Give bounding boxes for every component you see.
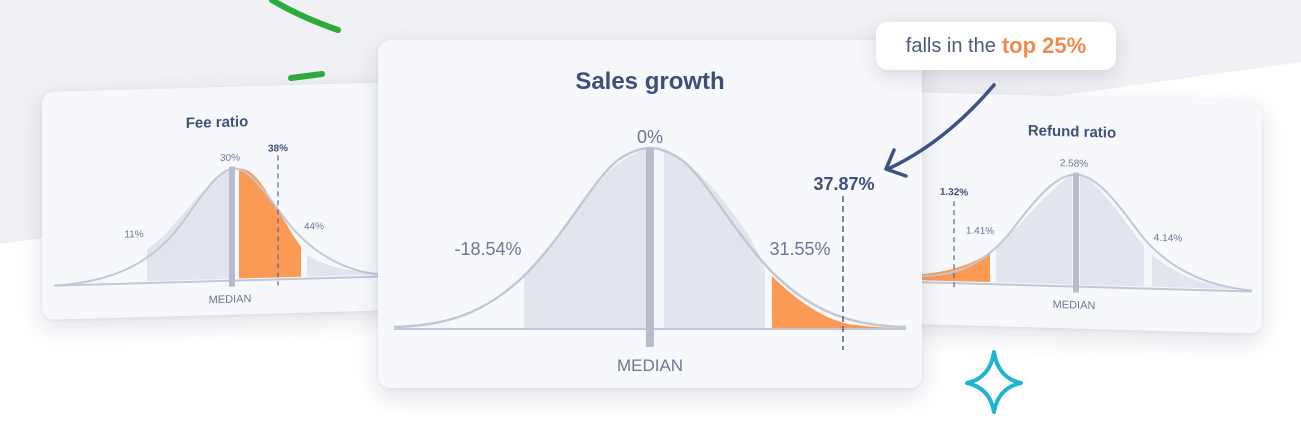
sales-left-region [524,150,646,329]
fee-median-bar [229,166,235,287]
refund-median-label: 2.58% [1060,158,1088,170]
refund-right-left-region [1080,174,1144,287]
top-percentile-callout: falls in the top 25% [876,22,1116,70]
refund-ratio-chart: Refund ratio 1.32% 1.41% 2.58% 4.14% MED… [921,122,1253,312]
sales-growth-card: Sales growth 0% -18.54% 31.55% 37.87% ME… [378,40,922,388]
callout-highlight: top 25% [1001,33,1087,58]
sales-median-caption: MEDIAN [617,356,683,375]
fee-right-region [307,254,382,277]
sales-growth-chart: Sales growth 0% -18.54% 31.55% 37.87% ME… [393,68,907,375]
fee-highlight-region [239,168,301,279]
fee-baseline [54,275,392,287]
fee-high-label: 44% [304,221,324,233]
refund-left-region [996,174,1072,285]
refund-baseline [922,281,1252,293]
refund-median-caption: MEDIAN [1053,299,1096,312]
sales-value-label: 37.87% [813,174,874,194]
refund-right-region [1152,254,1242,290]
sales-high-label: 31.55% [769,239,830,259]
refund-high-label: 4.14% [1154,233,1182,245]
refund-low-label: 1.41% [966,226,994,238]
refund-ratio-card: Refund ratio 1.32% 1.41% 2.58% 4.14% MED… [912,92,1262,334]
fee-ratio-title: Fee ratio [186,113,249,132]
sales-median-label: 0% [637,127,663,147]
sales-median-bar [646,148,654,347]
fee-ratio-card: Fee ratio 11% 30% 38% 44% MEDIAN [42,82,392,320]
sales-growth-title: Sales growth [575,68,724,95]
fee-value-label: 38% [268,143,288,155]
fee-left-region [147,168,230,282]
fee-median-caption: MEDIAN [209,293,252,306]
fee-low-label: 11% [124,229,143,241]
sales-right-inner-region [664,152,765,329]
callout-prefix: falls in the [905,34,996,57]
fee-ratio-chart: Fee ratio 11% 30% 38% 44% MEDIAN [53,113,392,306]
refund-value-label: 1.32% [940,187,968,199]
refund-ratio-title: Refund ratio [1028,122,1116,141]
refund-median-bar [1073,172,1079,293]
fee-median-label: 30% [220,152,240,164]
sales-highlight-region [772,276,906,329]
sales-low-label: -18.54% [454,239,521,259]
refund-highlight-region [922,252,990,283]
